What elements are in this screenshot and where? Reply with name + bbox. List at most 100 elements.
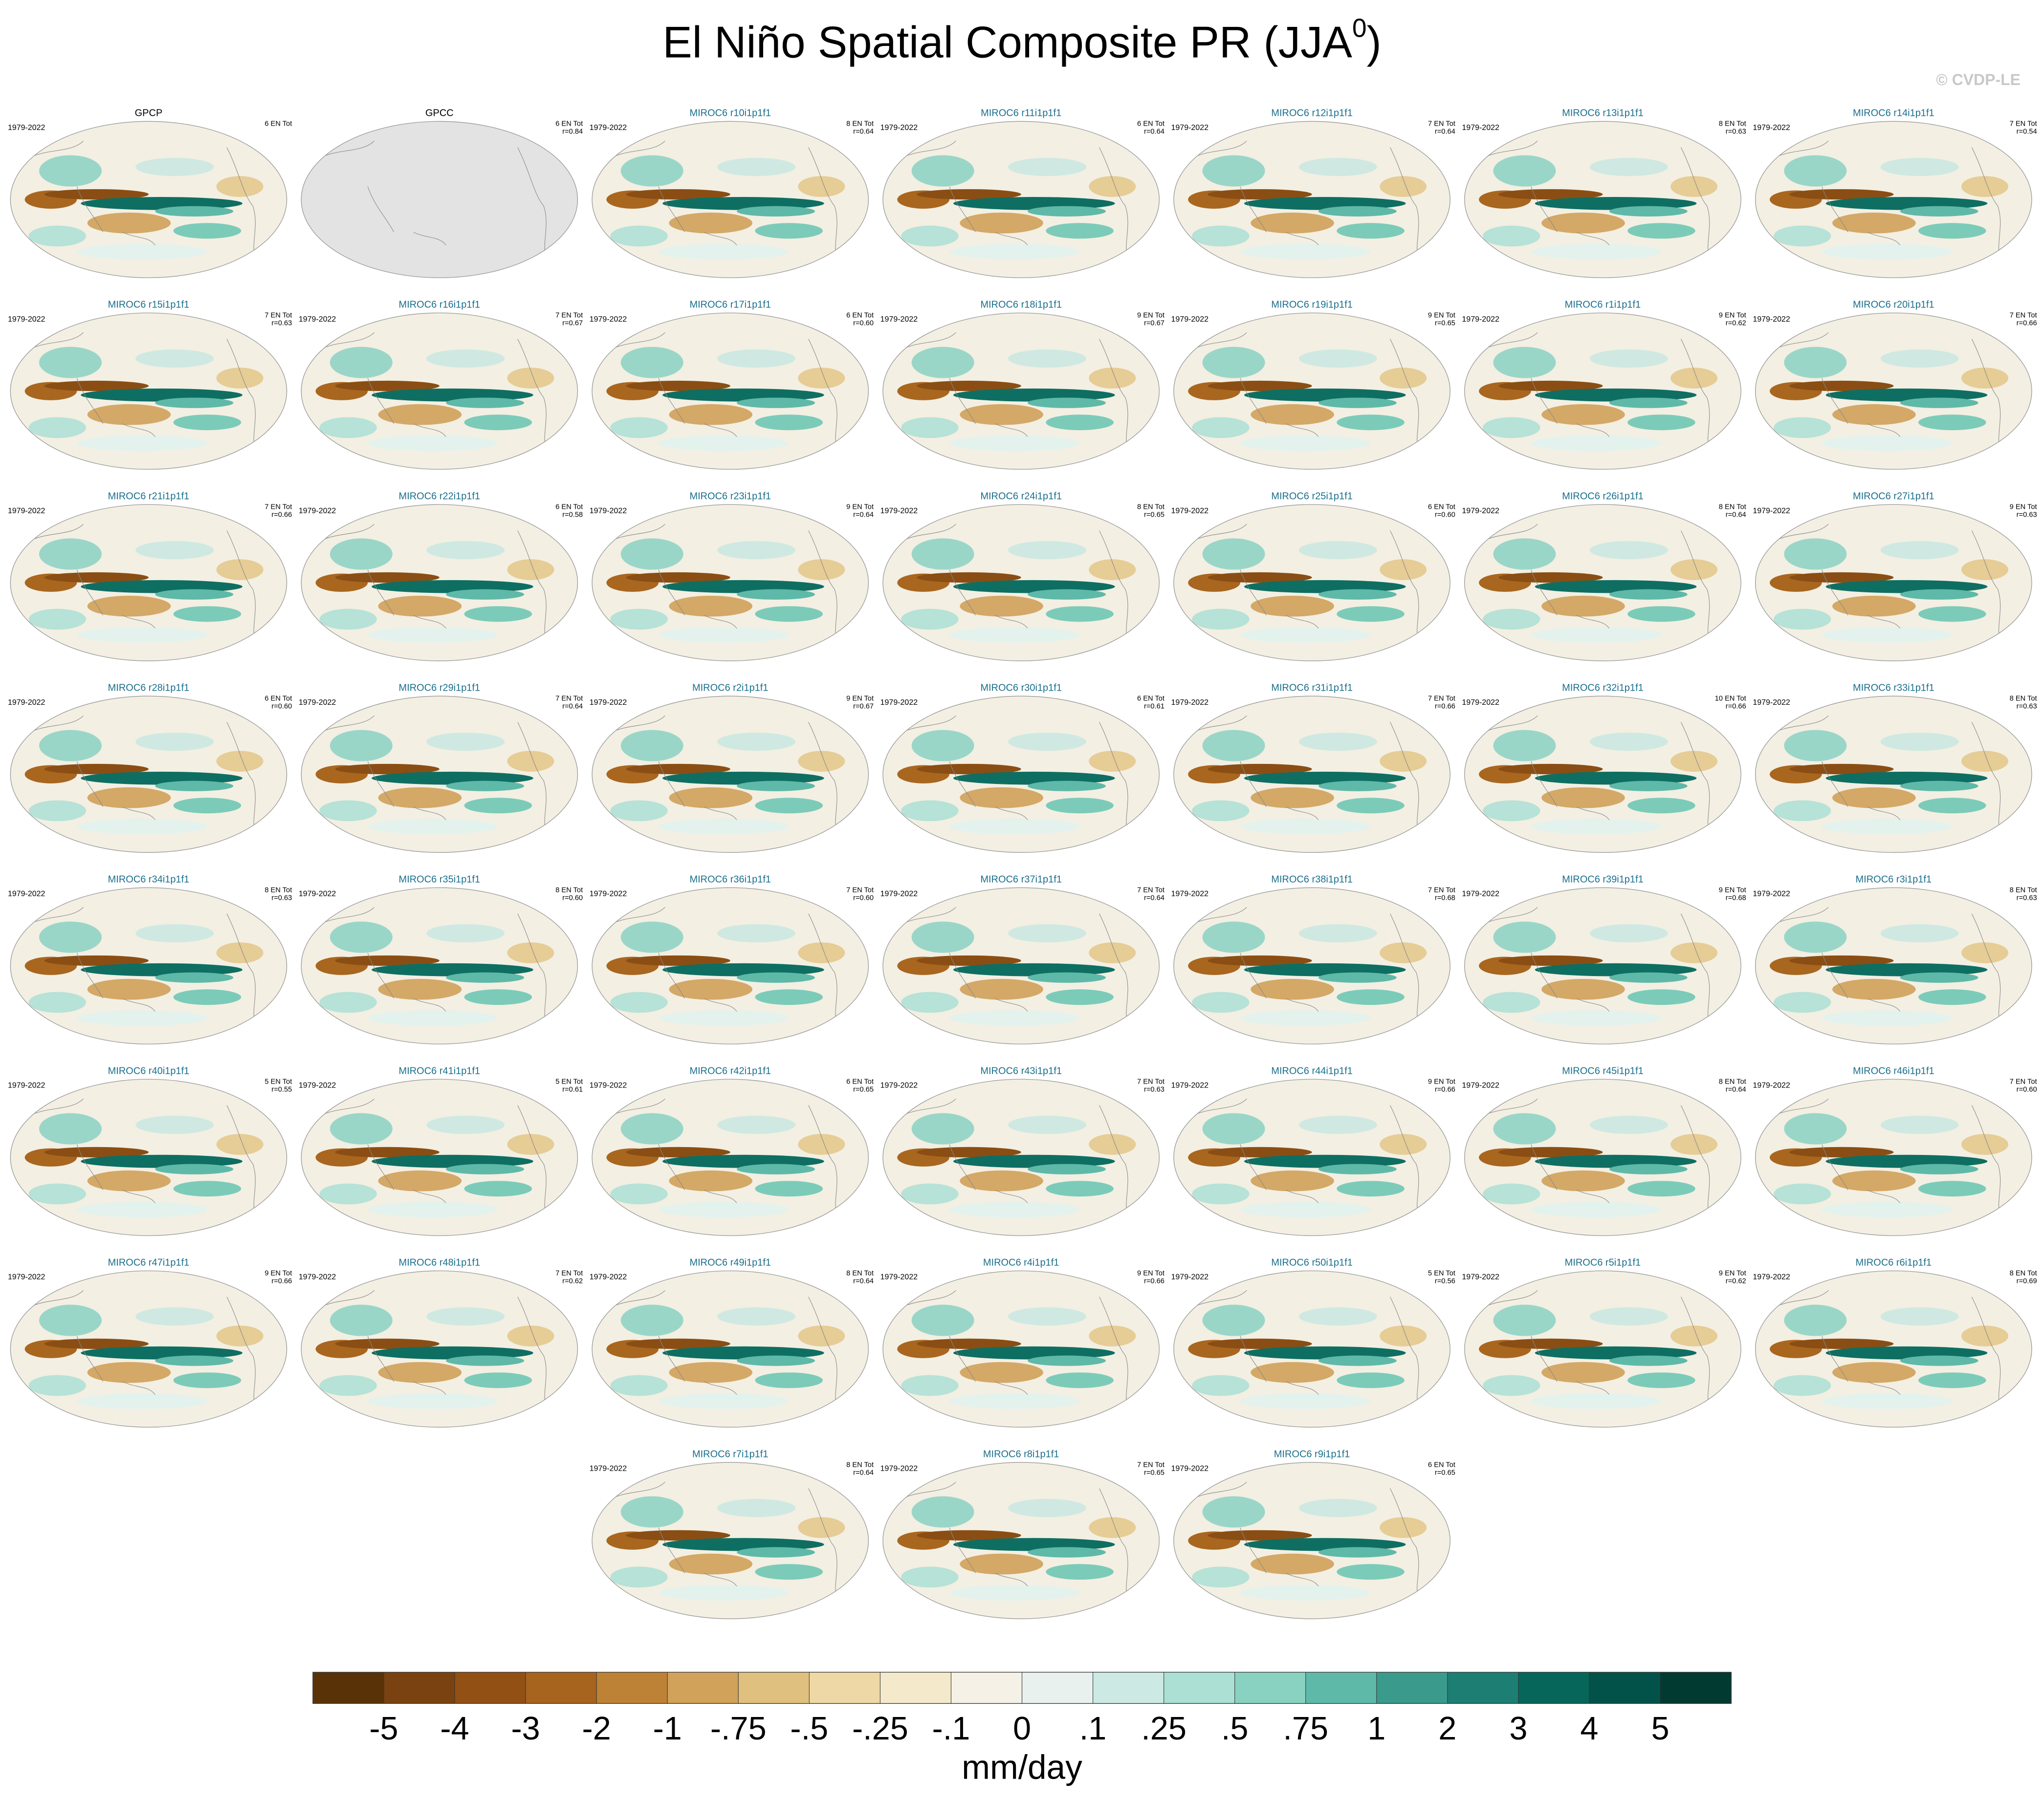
title-superscript: 0 <box>1352 14 1367 43</box>
map-border <box>1755 1079 2032 1236</box>
panel-title: MIROC6 r36i1p1f1 <box>689 874 771 885</box>
map <box>10 1079 286 1236</box>
map <box>883 1462 1159 1619</box>
map <box>1174 1271 1450 1427</box>
map-background <box>301 121 578 278</box>
map <box>1756 696 2032 852</box>
panel-title: MIROC6 r5i1p1f1 <box>1565 1257 1641 1268</box>
panel-period: 1979-2022 <box>1462 124 1499 132</box>
panel-title: MIROC6 r35i1p1f1 <box>399 874 481 885</box>
panel-events: 7 EN Tot <box>846 886 874 894</box>
panel-correlation: r=0.64 <box>1726 1086 1746 1093</box>
panel-title: MIROC6 r21i1p1f1 <box>108 491 190 502</box>
panel-correlation: r=0.67 <box>1144 319 1165 327</box>
panel-correlation: r=0.62 <box>1726 1277 1746 1285</box>
panel-correlation: r=0.60 <box>853 319 874 327</box>
panel-correlation: r=0.63 <box>1726 128 1746 136</box>
panel-events: 6 EN Tot <box>846 1078 874 1086</box>
colorbar-box <box>312 1672 384 1704</box>
map-border <box>882 696 1160 853</box>
title-text: El Niño Spatial Composite PR (JJA <box>662 18 1352 67</box>
map <box>1174 121 1450 278</box>
panel-period: 1979-2022 <box>1753 1273 1790 1282</box>
panel-period: 1979-2022 <box>590 1082 627 1090</box>
panel-title: MIROC6 r14i1p1f1 <box>1853 108 1934 119</box>
panel-events: 6 EN Tot <box>1428 1461 1455 1469</box>
map-border <box>882 504 1160 661</box>
panel-events: 9 EN Tot <box>846 695 874 702</box>
map-border <box>301 1079 578 1236</box>
panel-events: 8 EN Tot <box>1137 503 1165 511</box>
panel-correlation: r=0.67 <box>562 319 583 327</box>
panel-events: 8 EN Tot <box>846 120 874 128</box>
panel-events: 6 EN Tot <box>264 120 292 128</box>
map <box>883 1271 1159 1427</box>
panel-events: 8 EN Tot <box>264 886 292 894</box>
colorbar-box <box>1093 1672 1165 1704</box>
panel-title: MIROC6 r40i1p1f1 <box>108 1065 190 1076</box>
map-border <box>1173 696 1451 853</box>
panel-title: MIROC6 r22i1p1f1 <box>399 491 481 502</box>
figure-title: El Niño Spatial Composite PR (JJA0) <box>662 14 1381 67</box>
map <box>1174 696 1450 852</box>
panel-period: 1979-2022 <box>1753 507 1790 515</box>
panel-correlation: r=0.68 <box>1726 894 1746 902</box>
map-border <box>301 887 578 1044</box>
map <box>1756 504 2032 661</box>
map-border <box>301 504 578 661</box>
map-border <box>882 1079 1160 1236</box>
panel-events: 9 EN Tot <box>1428 1078 1455 1086</box>
map-border <box>882 121 1160 278</box>
colorbar-tick-label: 1 <box>1367 1711 1385 1747</box>
map <box>1465 1079 1741 1236</box>
map-border <box>1755 887 2032 1044</box>
panel-events: 7 EN Tot <box>1428 695 1455 702</box>
panel-period: 1979-2022 <box>1462 1082 1499 1090</box>
map <box>592 1462 868 1619</box>
colorbar-tick-label: 5 <box>1651 1711 1669 1747</box>
panel-title: MIROC6 r10i1p1f1 <box>689 108 771 119</box>
panel-correlation: r=0.64 <box>1144 128 1165 136</box>
panel-correlation: r=0.61 <box>1144 702 1165 710</box>
map-border <box>1755 696 2032 853</box>
panel-correlation: r=0.56 <box>1435 1277 1455 1285</box>
map <box>592 888 868 1044</box>
map-border <box>1173 121 1451 278</box>
panel-title: MIROC6 r31i1p1f1 <box>1271 682 1353 693</box>
panel-events: 7 EN Tot <box>1428 120 1455 128</box>
colorbar-box <box>1164 1672 1235 1704</box>
panel-period: 1979-2022 <box>299 698 336 707</box>
panel-period: 1979-2022 <box>1753 124 1790 132</box>
map <box>1174 888 1450 1044</box>
map-border <box>1464 1079 1741 1236</box>
map <box>301 313 577 469</box>
panel-events: 9 EN Tot <box>1137 1269 1165 1277</box>
panel-events: 10 EN Tot <box>1715 695 1746 702</box>
colorbar-units: mm/day <box>962 1748 1082 1786</box>
panel-correlation: r=0.66 <box>2017 319 2037 327</box>
panel-title: MIROC6 r48i1p1f1 <box>399 1257 481 1268</box>
panel-events: 7 EN Tot <box>1428 886 1455 894</box>
map-border <box>592 504 869 661</box>
panel-title: MIROC6 r12i1p1f1 <box>1271 108 1353 119</box>
panel-period: 1979-2022 <box>880 1273 918 1282</box>
panel-correlation: r=0.66 <box>1435 1086 1455 1093</box>
panel-title: MIROC6 r1i1p1f1 <box>1565 300 1641 310</box>
map <box>592 313 868 469</box>
map <box>1756 313 2032 469</box>
map <box>1756 1079 2032 1236</box>
panel-events: 6 EN Tot <box>1137 120 1165 128</box>
panel-events: 6 EN Tot <box>846 311 874 319</box>
colorbar-tick-label: -2 <box>582 1711 611 1747</box>
panel-correlation: r=0.63 <box>2017 702 2037 710</box>
panel-period: 1979-2022 <box>1171 315 1209 324</box>
panel-correlation: r=0.64 <box>1144 894 1165 902</box>
map <box>883 504 1159 661</box>
colorbar-box <box>951 1672 1023 1704</box>
panel-title: MIROC6 r46i1p1f1 <box>1853 1065 1934 1076</box>
panel-correlation: r=0.65 <box>1435 319 1455 327</box>
panel-period: 1979-2022 <box>299 1082 336 1090</box>
colorbar-box <box>384 1672 455 1704</box>
panel-events: 8 EN Tot <box>2010 1269 2037 1277</box>
colorbar-tick-label: -5 <box>369 1711 398 1747</box>
